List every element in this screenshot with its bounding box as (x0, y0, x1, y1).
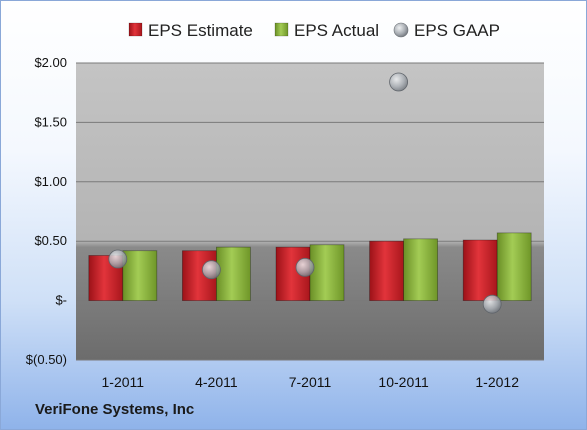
bar-eps-actual (215, 246, 251, 301)
point-eps-gaap (108, 249, 128, 269)
bar-eps-actual (122, 250, 158, 301)
bar-eps-actual (403, 238, 439, 302)
x-tick-label: 4-2011 (195, 374, 238, 390)
point-eps-gaap (389, 72, 409, 92)
y-tick-label: $- (55, 293, 67, 308)
y-tick-label: $(0.50) (26, 352, 67, 367)
y-tick-label: $0.50 (34, 233, 67, 248)
legend-label: EPS Actual (294, 21, 379, 40)
legend-label: EPS GAAP (414, 21, 500, 40)
point-eps-gaap (295, 257, 315, 277)
bar-eps-estimate (462, 239, 498, 301)
bar-eps-actual (496, 232, 532, 302)
y-axis-ticks: $2.00 $1.50 $1.00 $0.50 $- $(0.50) (26, 55, 67, 367)
point-eps-gaap (201, 260, 221, 280)
y-tick-label: $2.00 (34, 55, 67, 70)
legend-label: EPS Estimate (148, 21, 253, 40)
company-name: VeriFone Systems, Inc (35, 401, 195, 418)
x-tick-label: 1-2012 (475, 374, 519, 390)
legend-swatch (274, 22, 289, 37)
x-tick-label: 1-2011 (102, 374, 145, 390)
legend: EPS Estimate EPS Actual EPS GAAP (128, 21, 500, 40)
bar-eps-actual (309, 244, 345, 302)
legend-swatch (393, 22, 409, 38)
bar-eps-estimate (369, 240, 405, 301)
y-tick-label: $1.50 (34, 114, 67, 129)
x-tick-label: 10-2011 (378, 374, 429, 390)
bars (88, 232, 532, 302)
gaap-points (108, 72, 502, 314)
x-axis-ticks: 1-2011 4-2011 7-2011 10-2011 1-2012 (102, 374, 520, 390)
y-tick-label: $1.00 (34, 174, 67, 189)
x-tick-label: 7-2011 (289, 374, 332, 390)
plot-area (76, 63, 544, 360)
point-eps-gaap (482, 294, 502, 314)
legend-swatch (128, 22, 143, 37)
